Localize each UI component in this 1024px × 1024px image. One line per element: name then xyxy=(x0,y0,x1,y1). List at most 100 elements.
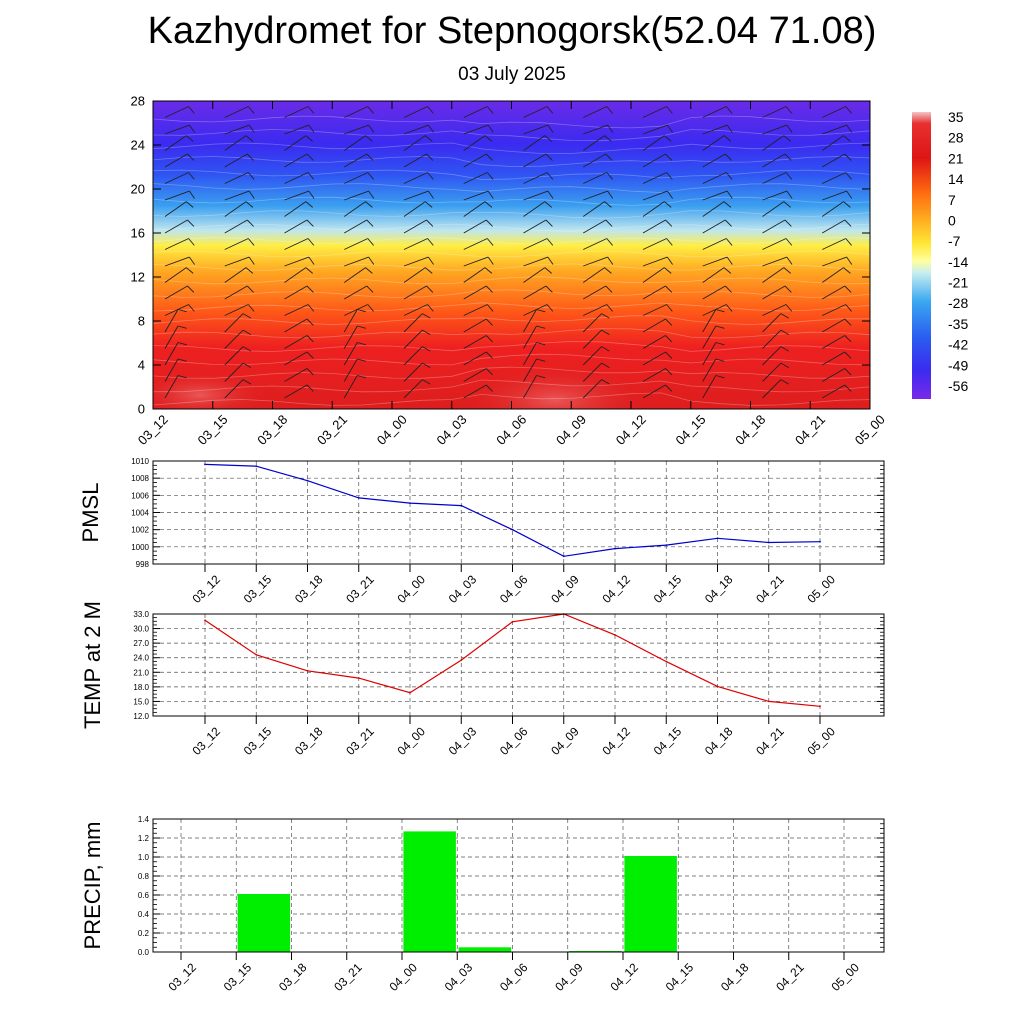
wind-barb-staff xyxy=(284,153,308,168)
wind-barb-staff xyxy=(822,384,846,399)
series-point xyxy=(409,691,411,694)
wind-barb-flag xyxy=(906,305,912,312)
heatmap-y-tick-label: 12 xyxy=(131,270,145,285)
wind-barb-staff xyxy=(642,219,666,234)
wind-barb-staff xyxy=(882,310,895,333)
x-tick-label: 04_15 xyxy=(651,724,685,758)
wind-barb-flag xyxy=(715,342,725,346)
wind-barb-flag xyxy=(667,256,673,265)
wind-barb-staff xyxy=(164,124,190,135)
wind-barb-staff xyxy=(403,201,426,217)
wind-barb-flag xyxy=(724,153,732,161)
wind-barb-flag xyxy=(177,342,187,346)
heatmap-x-tick-label: 05_00 xyxy=(852,412,888,448)
wind-barb-staff xyxy=(284,238,309,250)
wind-barb-flag xyxy=(357,309,367,313)
wind-barb-flag xyxy=(906,173,912,180)
wind-barb-flag xyxy=(846,190,853,199)
temperature-contour-line xyxy=(153,276,870,285)
heatmap-x-tick-label: 04_12 xyxy=(613,412,649,448)
wind-barb-flag xyxy=(903,268,910,274)
wind-barb-staff xyxy=(642,285,666,300)
wind-barb-flag xyxy=(604,267,612,274)
wind-barb-flag xyxy=(725,304,733,312)
wind-barb-flag xyxy=(422,346,431,352)
colorbar-label: -28 xyxy=(948,295,968,311)
y-tick-label: 1.0 xyxy=(138,853,150,862)
wind-barb-flag xyxy=(546,106,554,114)
x-tick-label: 04_06 xyxy=(497,572,531,606)
wind-barb-staff xyxy=(403,172,428,184)
wind-barb-flag xyxy=(368,124,375,133)
wind-barb-flag xyxy=(905,220,911,226)
wind-barb-staff xyxy=(523,135,546,151)
wind-barb-staff xyxy=(582,135,605,151)
wind-barb-staff xyxy=(523,219,547,234)
temperature-contour-line xyxy=(153,115,870,129)
wind-barb-flag xyxy=(844,384,852,392)
wind-barb-staff xyxy=(463,335,487,349)
wind-barb-flag xyxy=(367,238,374,246)
x-tick-label: 04_15 xyxy=(651,572,685,606)
heatmap-x-tick-label: 04_03 xyxy=(433,412,469,448)
wind-barb-flag xyxy=(487,256,494,265)
wind-barb-staff xyxy=(582,346,602,366)
x-tick-label: 04_21 xyxy=(753,572,787,606)
wind-barb-flag xyxy=(715,309,725,313)
wind-barb-flag xyxy=(188,106,195,114)
wind-barb-staff xyxy=(882,305,906,316)
wind-barb-staff xyxy=(463,219,487,234)
wind-barb-flag xyxy=(306,219,314,227)
wind-barb-staff xyxy=(642,238,667,250)
wind-barb-staff xyxy=(583,304,607,316)
wind-barb-staff xyxy=(882,154,905,167)
wind-barb-flag xyxy=(422,362,431,368)
wind-barb-flag xyxy=(784,219,792,227)
wind-barb-flag xyxy=(428,124,434,133)
x-tick-label: 04_21 xyxy=(773,960,807,994)
wind-barb-staff xyxy=(463,201,486,217)
x-tick-label: 03_21 xyxy=(343,572,377,606)
heatmap-y-tick-label: 4 xyxy=(138,358,145,373)
chart-subtitle: 03 July 2025 xyxy=(458,64,566,85)
wind-barb-staff xyxy=(164,325,179,349)
wind-barb-staff xyxy=(463,135,486,151)
warm-core-left xyxy=(153,370,270,409)
wind-barb-staff xyxy=(164,238,189,250)
wind-barb-staff xyxy=(822,238,846,250)
wind-barb-flag xyxy=(357,375,367,379)
wind-barb-staff xyxy=(344,256,369,267)
wind-barb-flag xyxy=(845,304,852,312)
wind-barb-flag xyxy=(547,256,554,265)
wind-barb-staff xyxy=(822,219,846,234)
wind-barb-staff xyxy=(284,172,309,184)
temperature-contour-line xyxy=(153,237,870,245)
wind-barb-staff xyxy=(762,124,788,135)
wind-barb-staff xyxy=(284,351,308,366)
series-point xyxy=(511,620,514,623)
wind-barb-staff xyxy=(224,346,244,366)
wind-barb-flag xyxy=(780,346,789,352)
x-tick-label: 03_12 xyxy=(165,960,199,994)
wind-barb-flag xyxy=(665,318,673,326)
wind-barb-flag xyxy=(306,153,314,161)
colorbar-label: 35 xyxy=(948,109,964,125)
wind-barb-flag xyxy=(844,153,852,161)
heatmap-x-tick-label: 04_00 xyxy=(374,412,410,448)
wind-barb-flag xyxy=(906,125,911,132)
wind-barb-staff xyxy=(762,219,786,234)
wind-barb-staff xyxy=(344,190,369,201)
wind-barb-flag xyxy=(607,124,614,133)
y-tick-label: 0.4 xyxy=(138,910,150,919)
wind-barb-flag xyxy=(785,238,793,246)
x-tick-label: 04_00 xyxy=(394,572,428,606)
wind-barb-flag xyxy=(186,135,194,142)
x-tick-label: 03_15 xyxy=(221,960,255,994)
colorbar-label: -21 xyxy=(948,275,968,291)
y-tick-label: 1000 xyxy=(131,543,149,552)
wind-barb-flag xyxy=(665,219,673,227)
wind-barb-staff xyxy=(523,106,548,118)
wind-barb-staff xyxy=(523,124,549,135)
wind-barb-flag xyxy=(426,219,434,227)
